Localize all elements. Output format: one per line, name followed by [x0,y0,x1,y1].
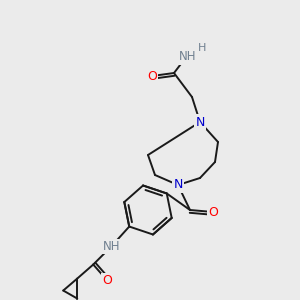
Text: N: N [195,116,205,128]
Text: O: O [147,70,157,83]
Text: NH: NH [103,240,120,253]
Text: O: O [102,274,112,287]
Text: NH: NH [179,50,197,64]
Text: H: H [198,43,206,53]
Text: N: N [173,178,183,191]
Text: O: O [208,206,218,218]
